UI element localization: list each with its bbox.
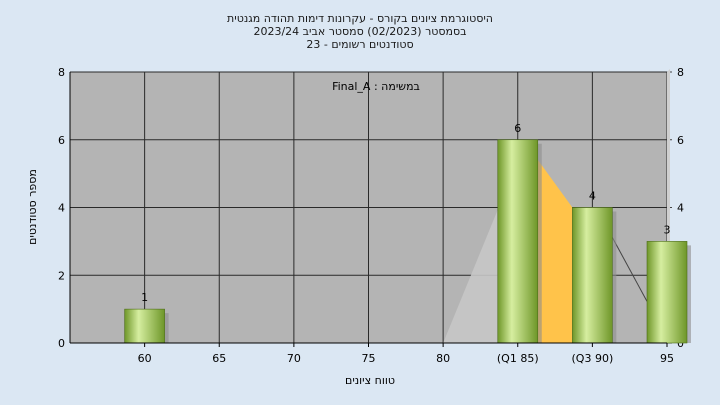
- distribution-line: [611, 237, 648, 302]
- x-tick-label: 80: [436, 352, 450, 365]
- x-tick-label: (Q3 90): [572, 352, 614, 365]
- y-tick-label-right: 8: [677, 66, 684, 79]
- y-tick-label-left: 4: [58, 202, 65, 215]
- plot-area: 002244668816436065707580(Q1 85)(Q3 90)95: [58, 66, 691, 365]
- y-tick-label-left: 8: [58, 66, 65, 79]
- x-tick-label: 70: [287, 352, 301, 365]
- bar: [572, 207, 613, 344]
- x-axis-title: טווח ציונים: [345, 374, 395, 387]
- chart-annotation: במשימה : Final_A: [332, 80, 420, 93]
- y-tick-label-right: 6: [677, 134, 684, 147]
- bar: [646, 241, 688, 344]
- y-tick-label-left: 0: [58, 337, 65, 350]
- y-tick-label-right: 0: [677, 337, 684, 350]
- chart-title-line-2: בסמסטר (02/2023) סמסטר אביב 2023/24: [253, 25, 466, 38]
- y-tick-label-left: 2: [58, 269, 65, 282]
- data-label: 3: [664, 223, 671, 236]
- y-tick-label-left: 6: [58, 134, 65, 147]
- y-axis-title: מספר סטודנטים: [26, 169, 39, 245]
- x-tick-label: 75: [362, 352, 376, 365]
- y-tick-label-right: 4: [677, 202, 684, 215]
- x-tick-label: (Q1 85): [497, 352, 539, 365]
- x-tick-label: 95: [660, 352, 674, 365]
- x-tick-label: 65: [212, 352, 226, 365]
- bar: [124, 308, 165, 344]
- data-label: 1: [141, 291, 148, 304]
- chart-title-line-1: היסטוגרמת ציונים בקורס - עקרונות דימות ת…: [227, 12, 493, 25]
- data-label: 6: [514, 122, 521, 135]
- quartile-band-area: [537, 159, 573, 343]
- bar: [497, 139, 539, 344]
- data-label: 4: [589, 190, 596, 203]
- distribution-area-gray: [443, 209, 498, 343]
- chart-title-line-3: סטודנטים רשומים - 23: [306, 38, 413, 51]
- x-tick-label: 60: [138, 352, 152, 365]
